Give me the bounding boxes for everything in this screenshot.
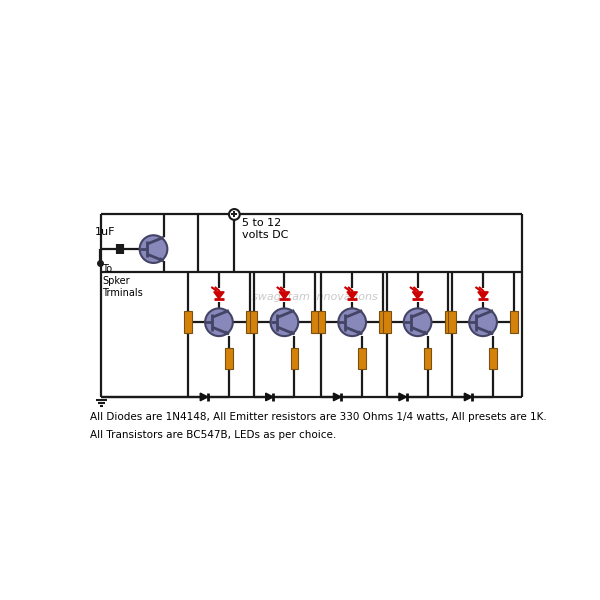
Polygon shape — [266, 393, 274, 401]
Bar — [379, 311, 387, 333]
Polygon shape — [424, 331, 428, 334]
Bar — [246, 311, 254, 333]
Text: 1uF: 1uF — [95, 227, 115, 237]
Polygon shape — [347, 292, 358, 299]
Bar — [424, 347, 431, 369]
Bar — [290, 347, 298, 369]
Circle shape — [229, 209, 240, 220]
Circle shape — [469, 308, 497, 336]
Circle shape — [338, 308, 366, 336]
Polygon shape — [412, 292, 423, 299]
Text: To
Spker
Trminals: To Spker Trminals — [102, 265, 143, 298]
Bar — [225, 347, 233, 369]
Text: 5 to 12
volts DC: 5 to 12 volts DC — [242, 218, 289, 240]
Bar — [250, 311, 257, 333]
Bar — [448, 311, 456, 333]
Polygon shape — [358, 331, 362, 334]
Polygon shape — [290, 331, 295, 334]
Circle shape — [271, 308, 298, 336]
Circle shape — [205, 308, 233, 336]
Bar — [311, 311, 319, 333]
Text: All Diodes are 1N4148, All Emitter resistors are 330 Ohms 1/4 watts, All presets: All Diodes are 1N4148, All Emitter resis… — [91, 412, 547, 422]
Polygon shape — [200, 393, 208, 401]
Bar — [445, 311, 452, 333]
Circle shape — [140, 235, 167, 263]
Text: swagatam innovations: swagatam innovations — [253, 292, 378, 302]
Polygon shape — [334, 393, 341, 401]
Polygon shape — [478, 292, 488, 299]
Polygon shape — [464, 393, 472, 401]
Polygon shape — [160, 258, 163, 261]
Text: All Transistors are BC547B, LEDs as per choice.: All Transistors are BC547B, LEDs as per … — [91, 430, 337, 440]
Polygon shape — [214, 292, 224, 299]
Bar — [489, 347, 497, 369]
Polygon shape — [489, 331, 493, 334]
Polygon shape — [225, 331, 229, 334]
Bar — [383, 311, 391, 333]
Polygon shape — [279, 292, 290, 299]
Circle shape — [404, 308, 431, 336]
Bar — [358, 347, 366, 369]
Bar — [510, 311, 518, 333]
Polygon shape — [399, 393, 407, 401]
Bar — [184, 311, 192, 333]
Bar — [317, 311, 325, 333]
